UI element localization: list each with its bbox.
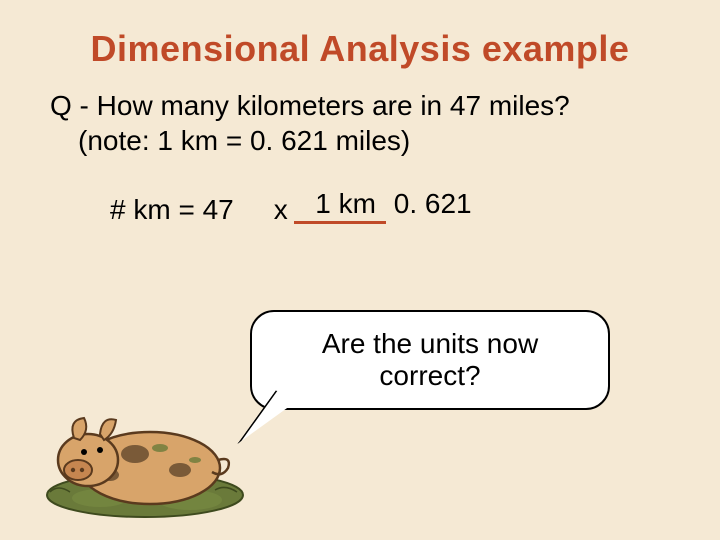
equation-lhs: # km = 47 [110, 188, 234, 226]
question-line-1: Q - How many kilometers are in 47 miles? [50, 90, 570, 121]
equation-rhs: x 1 km 0. 621 [274, 188, 472, 226]
fraction-numerator: 1 km [294, 188, 386, 224]
equation-row: # km = 47 x 1 km 0. 621 [110, 188, 720, 226]
question-note: (note: 1 km = 0. 621 miles) [78, 123, 670, 158]
question-block: Q - How many kilometers are in 47 miles?… [50, 88, 670, 158]
fraction-denominator: 0. 621 [394, 186, 472, 219]
slide-title: Dimensional Analysis example [0, 0, 720, 70]
speech-text: Are the units now correct? [268, 328, 592, 392]
pig-in-mud-icon [40, 390, 250, 520]
conversion-fraction: 1 km 0. 621 [294, 188, 472, 220]
times-symbol: x [274, 188, 294, 226]
